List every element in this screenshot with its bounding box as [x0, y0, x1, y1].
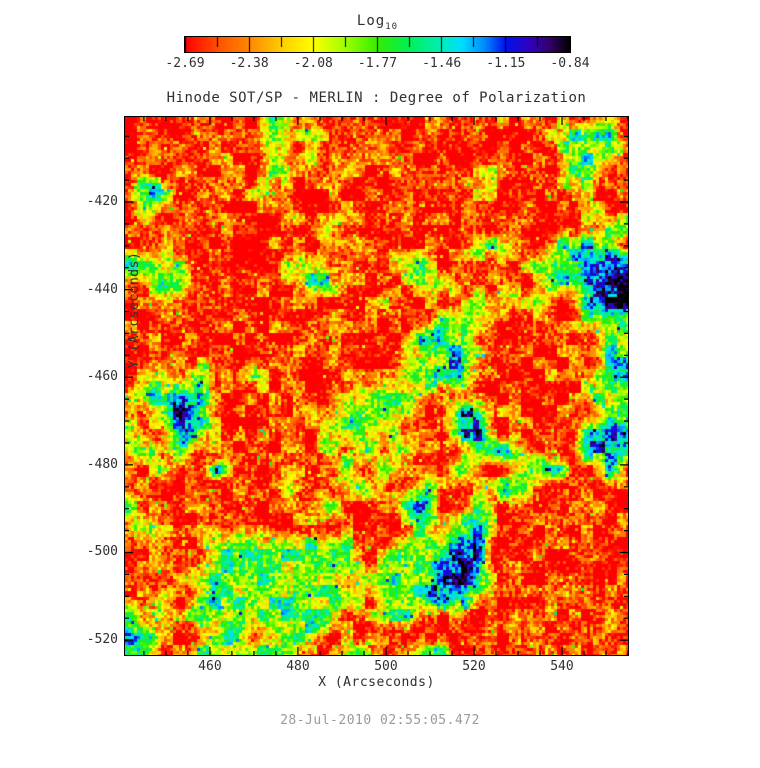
- colorbar-title-text: Log: [356, 13, 386, 29]
- x-tick-label: 500: [374, 659, 398, 674]
- y-tick-label: -480: [86, 456, 118, 472]
- colorbar-title-subscript: 10: [385, 21, 399, 32]
- y-tick-label: -460: [86, 369, 118, 385]
- heatmap-image: [125, 117, 628, 655]
- y-tick-label: -520: [86, 632, 118, 648]
- x-tick-label: 460: [198, 659, 222, 674]
- y-axis-label: Y (Arcseconds): [127, 251, 142, 369]
- x-tick-label: 520: [462, 659, 486, 674]
- y-tick-label: -500: [86, 544, 118, 560]
- colorbar-tick-label: -2.08: [293, 56, 333, 71]
- colorbar-tick-label: -2.69: [165, 56, 205, 71]
- y-tick-label: -420: [86, 193, 118, 209]
- x-tick-label: 480: [286, 659, 310, 674]
- colorbar-tick-labels: -2.69 -2.38 -2.08 -1.77 -1.46 -1.15 -0.84: [0, 56, 760, 72]
- plot-title: Hinode SOT/SP - MERLIN : Degree of Polar…: [166, 90, 587, 106]
- x-tick-label: 540: [550, 659, 574, 674]
- colorbar-tick-label: -2.38: [229, 56, 269, 71]
- colorbar-tick-label: -1.15: [486, 56, 526, 71]
- colorbar-tick-label: -1.77: [357, 56, 398, 71]
- colorbar-title: Log10: [185, 13, 570, 32]
- colorbar-tick-label: -0.84: [550, 56, 590, 71]
- colorbar: [184, 36, 571, 53]
- colorbar-gradient: [185, 37, 570, 52]
- colorbar-tick-label: -1.46: [422, 56, 462, 71]
- plot-frame: [124, 116, 629, 656]
- y-tick-label: -440: [86, 281, 118, 297]
- x-axis-label: X (Arcseconds): [318, 675, 435, 690]
- observation-timestamp: 28-Jul-2010 02:55:05.472: [280, 713, 480, 728]
